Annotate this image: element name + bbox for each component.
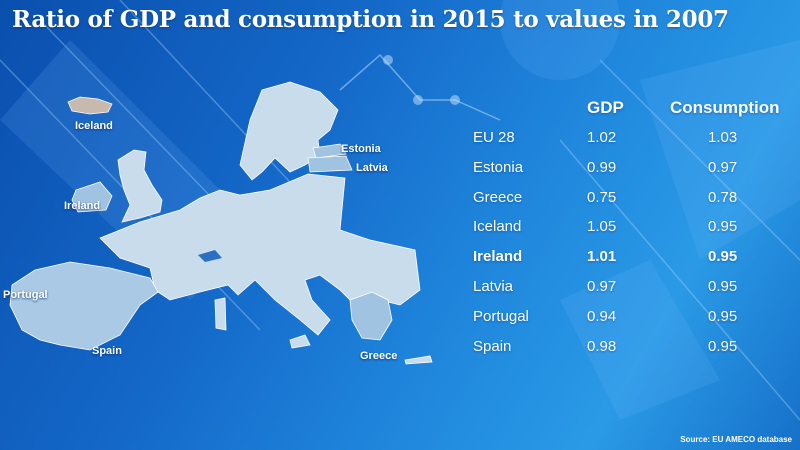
page-title: Ratio of GDP and consumption in 2015 to … (12, 6, 729, 33)
map-label-latvia: Latvia (356, 162, 388, 174)
table-row: Greece 0.75 0.78 (470, 189, 790, 219)
map-switzerland (198, 250, 222, 262)
map-label-spain: Spain (92, 345, 122, 357)
source-note: Source: EU AMECO database (680, 435, 792, 444)
map-label-iceland: Iceland (75, 120, 113, 132)
column-header-consumption: Consumption (670, 98, 780, 117)
map-iceland (67, 96, 113, 115)
map-label-greece: Greece (360, 350, 398, 362)
row-consumption-value: 0.95 (708, 307, 738, 325)
row-country: EU 28 (473, 129, 515, 146)
map-latvia (307, 155, 353, 173)
row-country: Latvia (473, 278, 514, 295)
row-country: Portugal (473, 307, 529, 325)
row-gdp-value: 1.02 (587, 129, 617, 146)
column-header-gdp: GDP (587, 98, 624, 117)
row-country: Iceland (473, 218, 522, 236)
row-gdp-value: 1.05 (587, 218, 617, 236)
row-gdp-value: 0.99 (587, 158, 617, 176)
row-consumption-value: 0.95 (708, 337, 738, 355)
row-country: Ireland (473, 248, 523, 266)
row-country: Estonia (473, 158, 524, 176)
map-estonia (312, 143, 347, 159)
map-label-estonia: Estonia (341, 143, 381, 155)
map-mainland (99, 173, 421, 336)
map-label-ireland: Ireland (64, 200, 101, 212)
table-row: EU 28 1.02 1.03 (470, 129, 790, 159)
row-gdp-value: 0.94 (587, 307, 617, 325)
table-row: Estonia 0.99 0.97 (470, 159, 790, 189)
row-consumption-value: 0.97 (708, 158, 738, 176)
row-gdp-value: 0.97 (587, 278, 617, 295)
table-row: Iceland 1.05 0.95 (470, 218, 790, 248)
map-label-portugal: Portugal (3, 289, 48, 301)
table-row: Ireland 1.01 0.95 (470, 248, 790, 278)
map-italy-islands (214, 297, 433, 365)
table-row: Spain 0.98 0.95 (470, 338, 790, 368)
table-row: Portugal 0.94 0.95 (470, 308, 790, 338)
table-row: Latvia 0.97 0.95 (470, 278, 790, 308)
row-gdp-value: 1.01 (587, 248, 617, 266)
row-gdp-value: 0.98 (587, 337, 617, 355)
row-gdp-value: 0.75 (587, 188, 617, 206)
map-iberia (9, 261, 159, 351)
row-consumption-value: 0.95 (708, 278, 738, 295)
row-consumption-value: 0.95 (708, 248, 738, 266)
row-country: Spain (473, 337, 512, 355)
row-consumption-value: 0.78 (708, 188, 738, 206)
row-consumption-value: 0.95 (708, 218, 738, 236)
row-consumption-value: 1.03 (708, 129, 738, 146)
map-ireland (71, 181, 113, 213)
map-uk (117, 149, 163, 223)
map-greece (349, 291, 393, 341)
map-scandinavia (239, 81, 339, 181)
europe-map (9, 81, 433, 365)
row-country: Greece (473, 188, 523, 206)
